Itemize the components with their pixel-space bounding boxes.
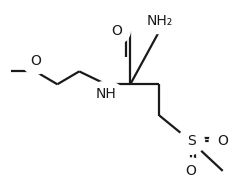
Text: O: O xyxy=(111,24,122,38)
Ellipse shape xyxy=(22,48,49,74)
Ellipse shape xyxy=(88,82,124,107)
Ellipse shape xyxy=(178,158,204,184)
Text: S: S xyxy=(187,134,196,148)
Text: O: O xyxy=(217,134,228,148)
Text: NH: NH xyxy=(96,87,116,101)
Ellipse shape xyxy=(104,18,130,44)
Ellipse shape xyxy=(141,8,178,34)
Text: NH₂: NH₂ xyxy=(146,14,173,28)
Ellipse shape xyxy=(178,128,204,154)
Ellipse shape xyxy=(209,128,236,154)
Text: O: O xyxy=(30,54,41,68)
Text: O: O xyxy=(186,164,197,178)
